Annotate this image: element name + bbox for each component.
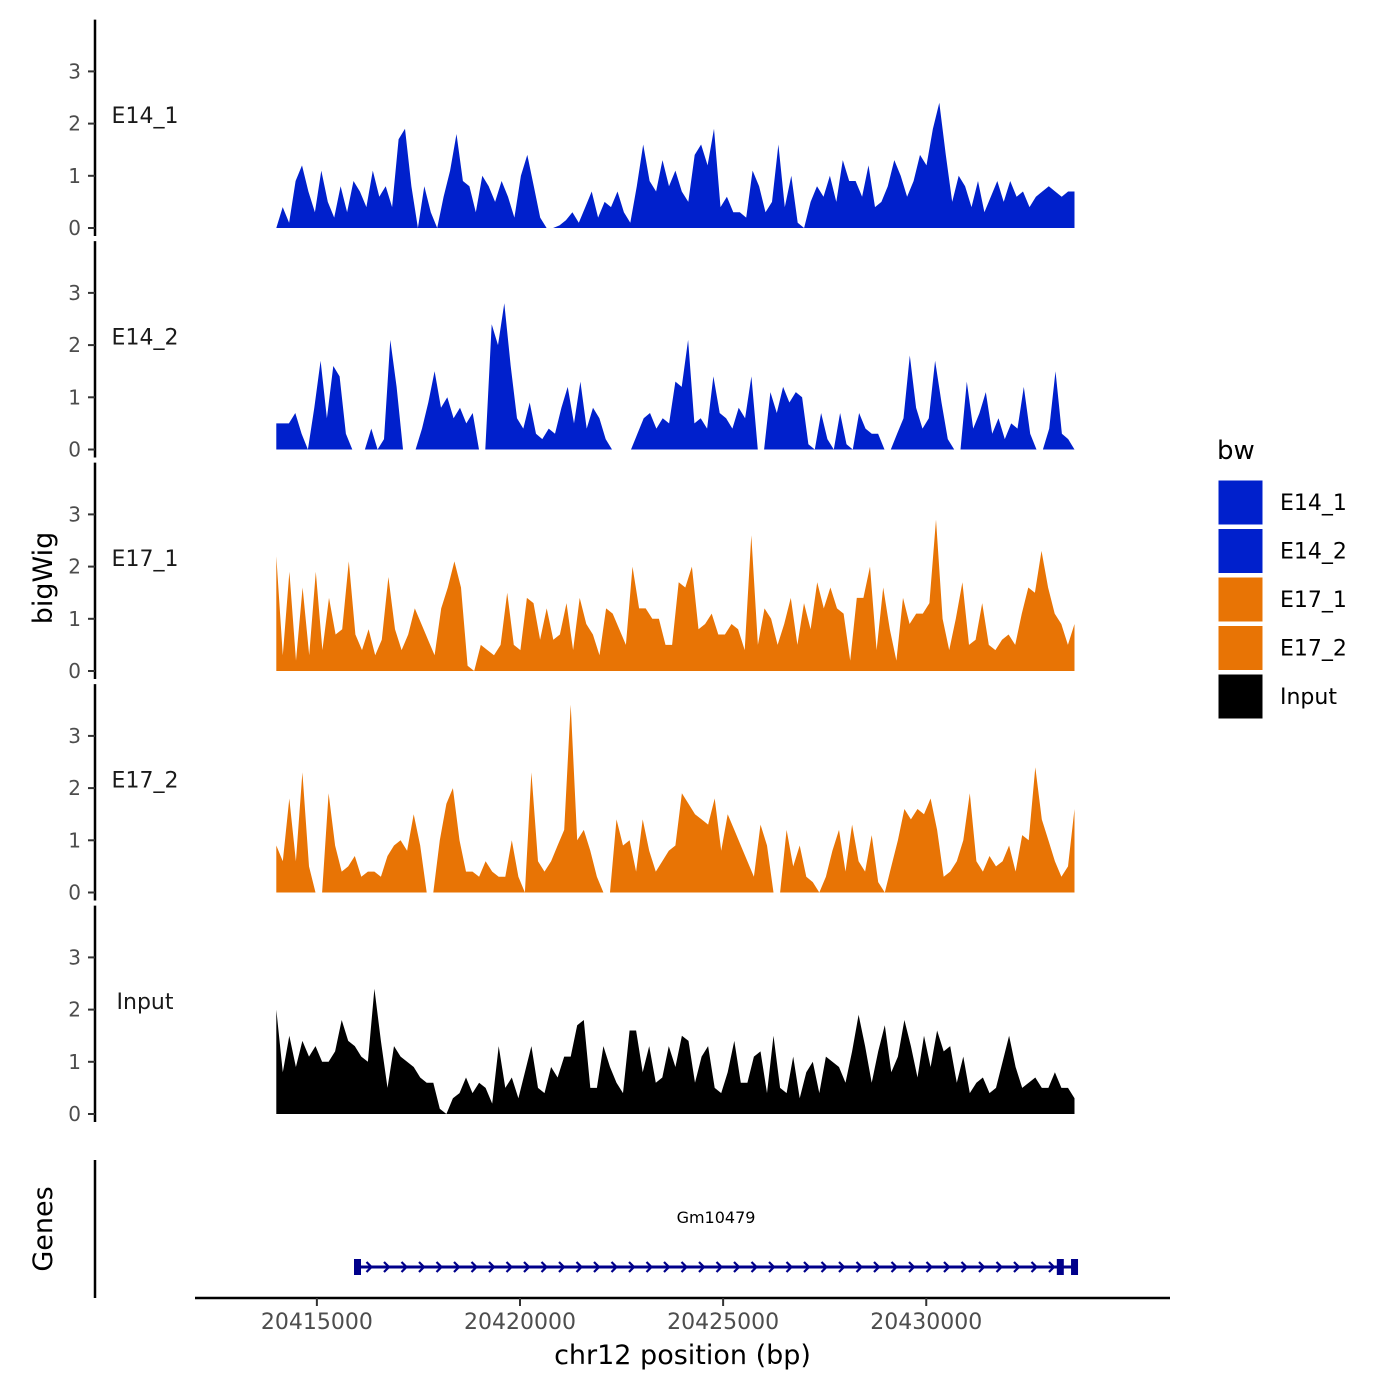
gene-strand-arrow <box>750 1261 759 1273</box>
legend-label-e14_2: E14_2 <box>1280 540 1347 565</box>
legend-key-e17_2 <box>1217 625 1264 671</box>
y-tick-label-e14_2-1: 1 <box>68 385 81 409</box>
x-axis-title: chr12 position (bp) <box>554 1340 811 1371</box>
y-tick-label-e17_1-3: 3 <box>68 502 81 526</box>
gene-name-label: Gm10479 <box>677 1208 756 1227</box>
legend-label-e17_2: E17_2 <box>1280 637 1347 662</box>
gene-strand-arrow <box>558 1261 566 1273</box>
legend-key-e14_1 <box>1217 479 1264 526</box>
legend-label-input: Input <box>1280 685 1337 710</box>
gene-strand-arrow <box>453 1261 461 1273</box>
signal-area-e14_2 <box>276 303 1075 450</box>
x-tick-label-20415000: 20415000 <box>261 1310 373 1335</box>
y-tick-label-e17_1-1: 1 <box>68 607 81 631</box>
signal-area-input <box>276 988 1075 1114</box>
gene-strand-arrow <box>820 1261 829 1273</box>
gene-exon-2 <box>1056 1259 1064 1275</box>
y-tick-label-e14_1-3: 3 <box>68 59 81 83</box>
gene-strand-arrow <box>943 1261 951 1273</box>
x-tick-label-20420000: 20420000 <box>464 1310 576 1335</box>
x-tick-label-20425000: 20425000 <box>667 1310 779 1335</box>
y-tick-label-input-1: 1 <box>68 1050 81 1074</box>
signal-area-e17_1 <box>276 519 1075 671</box>
gene-exon-1 <box>354 1259 361 1275</box>
y-tick-label-input-0: 0 <box>68 1102 81 1126</box>
y-tick-label-input-3: 3 <box>68 945 81 969</box>
track-label-e14_2: E14_2 <box>112 325 179 350</box>
gene-strand-arrow <box>1030 1261 1039 1273</box>
y-tick-label-e14_2-0: 0 <box>68 438 81 462</box>
gene-strand-arrow <box>523 1261 531 1273</box>
track-label-e17_2: E17_2 <box>112 768 179 793</box>
gene-strand-arrow <box>978 1261 986 1273</box>
gene-strand-arrow <box>488 1261 496 1273</box>
track-label-e17_1: E17_1 <box>112 547 179 572</box>
gene-strand-arrow <box>908 1261 916 1273</box>
gene-strand-arrow <box>383 1261 391 1273</box>
y-tick-label-e14_1-0: 0 <box>68 216 81 240</box>
gene-strand-arrow <box>855 1261 864 1273</box>
legend-title: bw <box>1217 436 1255 466</box>
gene-strand-arrow <box>628 1261 636 1273</box>
gene-strand-arrow <box>663 1261 671 1273</box>
y-tick-label-e17_1-2: 2 <box>68 555 81 579</box>
gene-strand-arrow <box>925 1261 934 1273</box>
signal-area-e14_1 <box>276 102 1075 228</box>
genes-axis-title: Genes <box>28 1186 59 1271</box>
gene-exon-3 <box>1071 1259 1079 1275</box>
gene-strand-arrow <box>785 1261 794 1273</box>
y-tick-label-e14_2-3: 3 <box>68 281 81 305</box>
gene-strand-arrow <box>715 1261 724 1273</box>
gene-strand-arrow <box>610 1261 619 1273</box>
legend-key-input <box>1217 673 1264 720</box>
y-tick-label-e17_2-1: 1 <box>68 828 81 852</box>
x-tick-label-20430000: 20430000 <box>870 1310 982 1335</box>
gene-strand-arrow <box>400 1261 409 1273</box>
legend-label-e14_1: E14_1 <box>1280 491 1347 516</box>
gene-strand-arrow <box>645 1261 654 1273</box>
gene-strand-arrow <box>435 1261 444 1273</box>
gene-strand-arrow <box>1013 1261 1021 1273</box>
gene-strand-arrow <box>365 1261 374 1273</box>
gene-strand-arrow <box>768 1261 776 1273</box>
track-label-e14_1: E14_1 <box>112 104 179 129</box>
gene-strand-arrow <box>733 1261 741 1273</box>
y-tick-label-e17_2-3: 3 <box>68 724 81 748</box>
gene-strand-arrow <box>470 1261 479 1273</box>
track-label-input: Input <box>117 990 174 1015</box>
y-tick-label-input-2: 2 <box>68 998 81 1022</box>
y-tick-label-e17_2-0: 0 <box>68 881 81 905</box>
y-tick-label-e14_1-1: 1 <box>68 164 81 188</box>
gene-strand-arrow <box>575 1261 584 1273</box>
signal-area-e17_2 <box>276 704 1075 893</box>
gene-strand-arrow <box>593 1261 601 1273</box>
y-tick-label-e14_1-2: 2 <box>68 112 81 136</box>
gene-strand-arrow <box>1048 1261 1056 1273</box>
gene-strand-arrow <box>680 1261 689 1273</box>
gene-strand-arrow <box>873 1261 881 1273</box>
legend-label-e17_1: E17_1 <box>1280 588 1347 613</box>
y-tick-label-e17_2-2: 2 <box>68 776 81 800</box>
y-tick-label-e17_1-0: 0 <box>68 659 81 683</box>
gene-strand-arrow <box>505 1261 514 1273</box>
gene-strand-arrow <box>803 1261 811 1273</box>
legend-key-e14_2 <box>1217 528 1264 574</box>
gene-strand-arrow <box>995 1261 1004 1273</box>
y-tick-label-e14_2-2: 2 <box>68 333 81 357</box>
gene-strand-arrow <box>540 1261 549 1273</box>
y-axis-title: bigWig <box>28 532 59 625</box>
gene-strand-arrow <box>698 1261 706 1273</box>
gene-strand-arrow <box>960 1261 969 1273</box>
gene-strand-arrow <box>418 1261 426 1273</box>
gene-strand-arrow <box>890 1261 899 1273</box>
gene-strand-arrow <box>838 1261 846 1273</box>
legend-key-e17_1 <box>1217 576 1264 623</box>
